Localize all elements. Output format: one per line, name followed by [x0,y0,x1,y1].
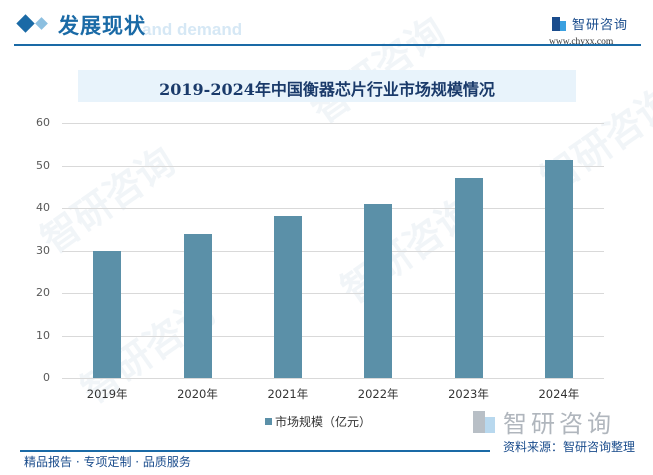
logo-icon [473,410,495,433]
logo-name: 智研咨询 [572,18,629,33]
gridline [62,250,604,252]
bar [364,204,393,378]
x-tick-label: 2019年 [86,387,128,401]
brand-logo: 智研咨询 [552,14,628,33]
source-logo-text: 智研咨询 [503,410,615,438]
gridline [62,335,604,337]
bar [183,234,212,378]
header-divider [14,44,641,46]
y-tick-label: 0 [43,371,50,384]
gridline [62,378,604,379]
header-ghost-text: and demand [142,20,243,39]
gridline [62,123,604,124]
plot-area [62,123,604,379]
diamond-icon [16,14,35,33]
y-tick-label: 20 [36,286,50,299]
watermark: 智研咨询 [298,1,454,133]
logo-url: www.chyxx.com [549,37,614,47]
y-tick-label: 60 [36,116,50,129]
legend-label: 市场规模（亿元） [275,415,372,429]
bar [273,216,302,378]
logo-icon [552,16,566,31]
chart-title-bar: 2019-2024年中国衡器芯片行业市场规模情况 [78,70,576,102]
y-tick-label: 30 [36,243,50,257]
x-tick-label: 2024年 [538,387,580,401]
x-tick-label: 2022年 [357,387,399,401]
source-note: 资料来源：智研咨询整理 [503,440,636,454]
gridline [62,208,604,209]
chart-title: 2019-2024年中国衡器芯片行业市场规模情况 [159,80,495,99]
legend-swatch-icon [265,418,272,425]
bar [544,159,573,378]
x-tick-label: 2020年 [177,387,218,401]
y-tick-label: 10 [36,328,50,342]
x-tick-label: 2023年 [448,387,489,401]
footer-divider [20,450,490,452]
diamond-icon [35,17,48,30]
source-logo: 智研咨询 [473,404,615,439]
y-tick-label: 40 [36,201,50,214]
gridline [62,165,604,167]
section-title: 发展现状 [58,14,146,38]
bar [454,177,483,378]
bar [93,250,122,378]
footer-tagline: 精品报告 · 专项定制 · 品质服务 [24,455,191,469]
gridline [62,293,604,294]
y-tick-label: 50 [36,158,50,172]
legend: 市场规模（亿元） [265,413,371,430]
x-tick-label: 2021年 [267,387,309,401]
